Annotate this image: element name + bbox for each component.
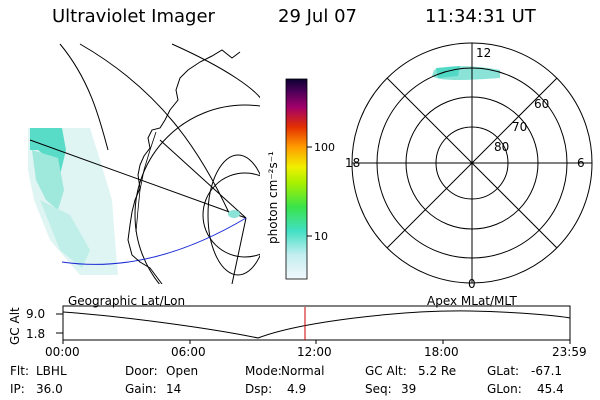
apex-label: Apex MLat/MLT: [427, 294, 517, 308]
status-seq-val: 39: [401, 382, 417, 396]
mlt-label-6: 6: [577, 156, 585, 170]
geographic-label: Geographic Lat/Lon: [68, 294, 186, 308]
status-gain-val: 14: [166, 382, 182, 396]
date-label: 29 Jul 07: [278, 6, 357, 27]
mlat-label-80: 80: [494, 140, 510, 154]
mlt-label-0: 0: [468, 277, 476, 291]
status-glat-key: GLat:: [487, 364, 520, 378]
time-label: 11:34:31 UT: [425, 6, 536, 27]
colorbar-tick-10: 10: [314, 230, 328, 243]
status-gcalt-val: 5.2 Re: [418, 364, 457, 378]
ytick-9: 9.0: [26, 307, 46, 321]
xtick-2359: 23:59: [552, 345, 587, 359]
status-dsp-key: Dsp:: [245, 382, 273, 396]
status-dsp-val: 4.9: [287, 382, 307, 396]
xtick-0000: 00:00: [45, 345, 80, 359]
status-glon-key: GLon:: [487, 382, 522, 396]
status-ip-val: 36.0: [36, 382, 63, 396]
status-gain-key: Gain:: [125, 382, 157, 396]
mlt-label-12: 12: [476, 46, 492, 60]
status-gcalt-key: GC Alt:: [365, 364, 407, 378]
status-mode-key: Mode:: [245, 364, 282, 378]
xtick-0600: 06:00: [171, 345, 206, 359]
status-mode-val: Normal: [281, 364, 325, 378]
ytick-1-8: 1.8: [26, 327, 46, 341]
status-glon-val: 45.4: [537, 382, 564, 396]
status-seq-key: Seq:: [365, 382, 392, 396]
colorbar-tick-100: 100: [314, 141, 335, 154]
mlat-label-70: 70: [512, 120, 528, 134]
status-ip-key: IP:: [10, 382, 25, 396]
status-door-val: Open: [166, 364, 199, 378]
status-flt-val: LBHL: [36, 364, 67, 378]
mlt-label-18: 18: [345, 156, 361, 170]
instrument-title: Ultraviolet Imager: [52, 6, 215, 27]
status-glat-val: -67.1: [531, 364, 563, 378]
xtick-1800: 18:00: [424, 345, 459, 359]
mlat-label-60: 60: [534, 97, 550, 111]
status-door-key: Door:: [125, 364, 158, 378]
status-flt-key: Flt:: [10, 364, 29, 378]
xtick-1200: 12:00: [297, 345, 332, 359]
